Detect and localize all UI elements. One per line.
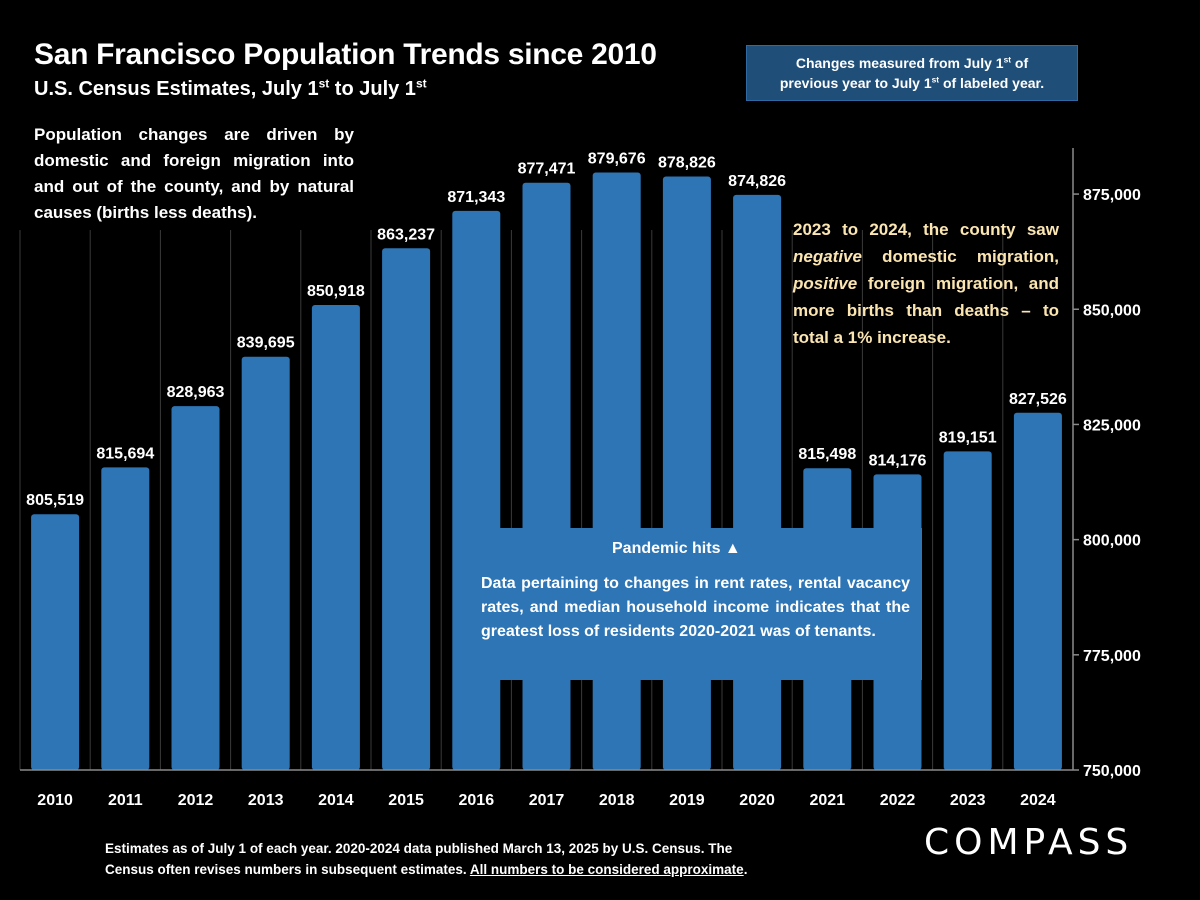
y-tick-label: 800,000: [1083, 533, 1141, 550]
bar-2012: [171, 406, 220, 770]
compass-logo: COMPASS: [924, 822, 1134, 863]
x-tick-label: 2015: [388, 792, 424, 809]
x-tick-label: 2012: [178, 792, 214, 809]
bar-value-label: 828,963: [167, 384, 225, 401]
bar-value-label: 874,826: [728, 173, 786, 190]
bar-value-label: 815,498: [798, 446, 856, 463]
y-tick-label: 825,000: [1083, 417, 1141, 434]
measurement-note-box: Changes measured from July 1st of previo…: [746, 45, 1078, 101]
x-tick-label: 2024: [1020, 792, 1056, 809]
tenant-loss-note: Data pertaining to changes in rent rates…: [481, 575, 910, 640]
bar-value-label: 879,676: [588, 151, 646, 168]
bar-value-label: 863,237: [377, 226, 435, 243]
bar-value-label: 839,695: [237, 335, 295, 352]
bar-2017: [522, 182, 571, 771]
bar-2023: [943, 451, 992, 770]
x-tick-label: 2013: [248, 792, 284, 809]
x-tick-label: 2016: [459, 792, 495, 809]
bar-value-label: 877,471: [518, 161, 576, 178]
bar-value-label: 878,826: [658, 154, 716, 171]
x-tick-label: 2022: [880, 792, 916, 809]
footer-note: Estimates as of July 1 of each year. 202…: [105, 841, 748, 877]
y-tick-label: 750,000: [1083, 763, 1141, 780]
bar-2024: [1013, 412, 1062, 770]
bar-2014: [311, 305, 360, 770]
page-subtitle: U.S. Census Estimates, July 1st to July …: [34, 76, 427, 100]
bar-value-label: 814,176: [869, 452, 927, 469]
x-tick-label: 2020: [739, 792, 775, 809]
y-tick-label: 875,000: [1083, 187, 1141, 204]
bar-value-label: 815,694: [96, 445, 154, 462]
pandemic-label: Pandemic hits ▲: [612, 540, 741, 557]
bar-value-label: 850,918: [307, 283, 365, 300]
bar-2019: [662, 176, 711, 770]
intro-text: Population changes are driven by domesti…: [34, 125, 354, 222]
y-tick-label: 775,000: [1083, 648, 1141, 665]
x-tick-label: 2019: [669, 792, 705, 809]
pandemic-note-box: [470, 528, 922, 680]
bar-value-label: 827,526: [1009, 391, 1067, 408]
bar-2010: [31, 514, 80, 770]
x-tick-label: 2014: [318, 792, 354, 809]
x-tick-label: 2018: [599, 792, 635, 809]
x-tick-label: 2021: [810, 792, 846, 809]
bar-2011: [101, 467, 150, 770]
x-tick-label: 2010: [37, 792, 73, 809]
bar-2018: [592, 172, 641, 770]
bar-2015: [382, 248, 431, 771]
x-tick-label: 2023: [950, 792, 986, 809]
x-tick-label: 2017: [529, 792, 565, 809]
page-title: San Francisco Population Trends since 20…: [34, 38, 657, 71]
bar-2013: [241, 356, 290, 770]
bar-2016: [452, 210, 501, 771]
bar-value-label: 871,343: [447, 189, 505, 206]
migration-annotation: 2023 to 2024, the county saw negative do…: [793, 220, 1059, 347]
x-tick-label: 2011: [108, 792, 143, 809]
y-tick-label: 850,000: [1083, 302, 1141, 319]
bar-value-label: 819,151: [939, 429, 997, 446]
bar-2020: [733, 194, 782, 771]
bar-value-label: 805,519: [26, 492, 84, 509]
